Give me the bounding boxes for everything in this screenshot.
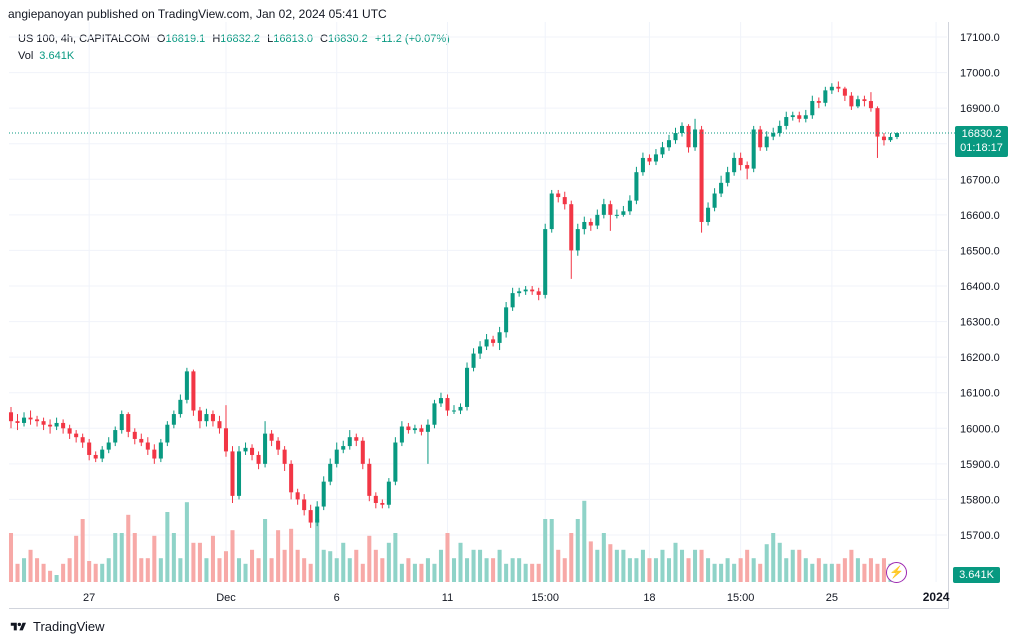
tradingview-logo-icon xyxy=(10,622,26,630)
open-label: O xyxy=(156,33,166,45)
volume-legend: Vol 3.641K xyxy=(18,50,74,62)
y-axis-tick-label: 16500.0 xyxy=(960,245,1000,257)
footer-brand[interactable]: TradingView xyxy=(10,619,105,634)
lightning-icon[interactable]: ⚡ xyxy=(886,562,907,583)
y-axis-tick-label: 16000.0 xyxy=(960,423,1000,435)
y-axis-tick-label: 16200.0 xyxy=(960,352,1000,364)
y-axis-tick-label: 16900.0 xyxy=(960,103,1000,115)
y-axis-tick-label: 15900.0 xyxy=(960,459,1000,471)
close-value: 16830.2 xyxy=(328,33,368,45)
y-axis-tick-label: 17000.0 xyxy=(960,68,1000,80)
current-price: 16830.2 xyxy=(961,128,1002,140)
volume-label[interactable]: Vol xyxy=(18,50,34,62)
bar-countdown: 01:18:17 xyxy=(960,142,1003,154)
y-axis-tick-label: 16400.0 xyxy=(960,281,1000,293)
close-label: C xyxy=(320,33,328,45)
y-axis-tick-label: 17100.0 xyxy=(960,32,1000,44)
symbol-label[interactable]: US 100, 4h, CAPITALCOM xyxy=(18,33,150,45)
y-axis-tick-label: 16700.0 xyxy=(960,174,1000,186)
y-axis-tick-label: 15700.0 xyxy=(960,530,1000,542)
y-axis-tick-label: 15800.0 xyxy=(960,494,1000,506)
high-value: 16832.2 xyxy=(220,33,261,45)
open-value: 16819.1 xyxy=(165,33,206,45)
change-value: +11.2 (+0.07%) xyxy=(374,33,450,45)
volume-badge: 3.641K xyxy=(953,567,1000,583)
current-price-badge: 16830.2 01:18:17 xyxy=(955,126,1008,157)
low-label: L xyxy=(267,33,274,45)
low-value: 16813.0 xyxy=(273,33,313,45)
high-label: H xyxy=(212,33,221,45)
y-axis-tick-label: 16100.0 xyxy=(960,388,1000,400)
brand-name: TradingView xyxy=(33,619,105,634)
publish-attribution: angiepanoyan published on TradingView.co… xyxy=(8,7,387,21)
y-axis-tick-label: 16300.0 xyxy=(960,317,1000,329)
chart-frame xyxy=(9,22,949,609)
ohlc-legend: US 100, 4h, CAPITALCOM O16819.1 H16832.2… xyxy=(18,33,450,45)
y-axis-tick-label: 16600.0 xyxy=(960,210,1000,222)
volume-value: 3.641K xyxy=(39,50,75,62)
